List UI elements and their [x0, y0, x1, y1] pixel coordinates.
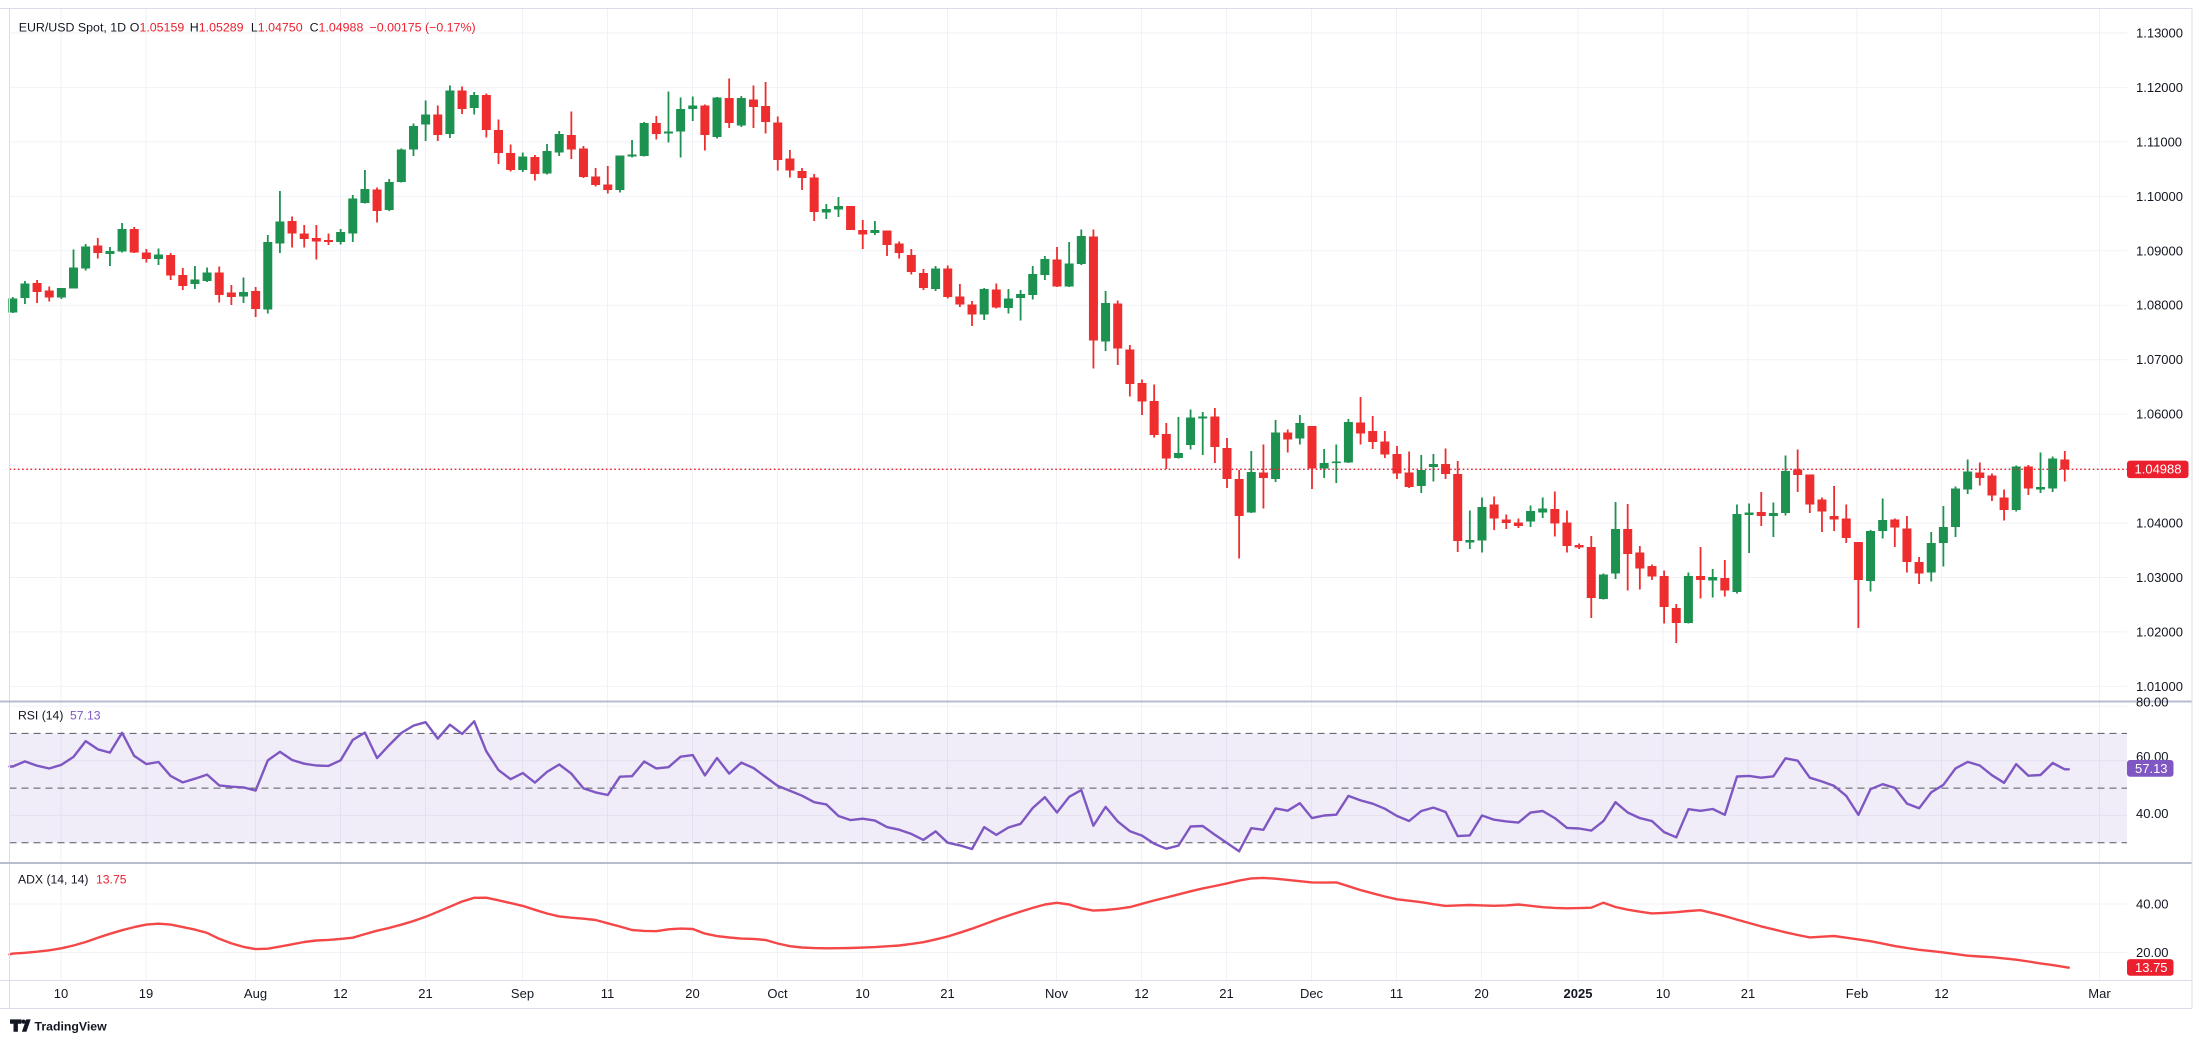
svg-text:1.12000: 1.12000 [2136, 80, 2183, 95]
svg-text:Sep: Sep [511, 986, 534, 1001]
svg-text:1.10000: 1.10000 [2136, 189, 2183, 204]
svg-text:2025: 2025 [1564, 986, 1593, 1001]
svg-text:1.08000: 1.08000 [2136, 298, 2183, 313]
svg-text:RSI (14)57.13: RSI (14) 57.13 [18, 709, 101, 723]
svg-text:1.07000: 1.07000 [2136, 352, 2183, 367]
svg-text:1.04000: 1.04000 [2136, 516, 2183, 531]
svg-text:Mar: Mar [2088, 986, 2111, 1001]
svg-text:1.01000: 1.01000 [2136, 679, 2183, 694]
svg-text:20.00: 20.00 [2136, 945, 2169, 960]
svg-text:21: 21 [1219, 986, 1233, 1001]
svg-text:1.11000: 1.11000 [2136, 134, 2182, 149]
svg-text:1.06000: 1.06000 [2136, 407, 2183, 422]
svg-text:40.00: 40.00 [2136, 897, 2169, 912]
svg-text:10: 10 [54, 986, 68, 1001]
svg-text:21: 21 [940, 986, 954, 1001]
svg-text:12: 12 [1134, 986, 1148, 1001]
svg-text:40.00: 40.00 [2136, 806, 2169, 821]
svg-text:Oct: Oct [767, 986, 788, 1001]
svg-text:Dec: Dec [1300, 986, 1324, 1001]
svg-text:1.13000: 1.13000 [2136, 26, 2183, 41]
svg-text:1.03000: 1.03000 [2136, 570, 2183, 585]
svg-text:Feb: Feb [1846, 986, 1868, 1001]
svg-text:20: 20 [1474, 986, 1488, 1001]
svg-text:12: 12 [333, 986, 347, 1001]
svg-text:57.13: 57.13 [2135, 761, 2168, 776]
svg-text:10: 10 [855, 986, 869, 1001]
svg-text:13.75: 13.75 [2135, 960, 2168, 975]
svg-text:11: 11 [1390, 986, 1404, 1001]
svg-text:19: 19 [139, 986, 153, 1001]
svg-text:Aug: Aug [244, 986, 267, 1001]
svg-text:1.02000: 1.02000 [2136, 624, 2183, 639]
svg-text:1.09000: 1.09000 [2136, 243, 2183, 258]
svg-text:80.00: 80.00 [2136, 695, 2169, 710]
svg-text:1.04988: 1.04988 [2135, 462, 2182, 477]
svg-text:21: 21 [418, 986, 432, 1001]
svg-text:20: 20 [685, 986, 699, 1001]
svg-text:21: 21 [1741, 986, 1755, 1001]
svg-text:12: 12 [1934, 986, 1948, 1001]
svg-text:TradingView: TradingView [35, 1020, 108, 1034]
svg-text:11: 11 [601, 986, 615, 1001]
svg-text:Nov: Nov [1045, 986, 1069, 1001]
svg-text:10: 10 [1656, 986, 1670, 1001]
svg-text:ADX (14, 14)13.75: ADX (14, 14) 13.75 [18, 873, 127, 887]
